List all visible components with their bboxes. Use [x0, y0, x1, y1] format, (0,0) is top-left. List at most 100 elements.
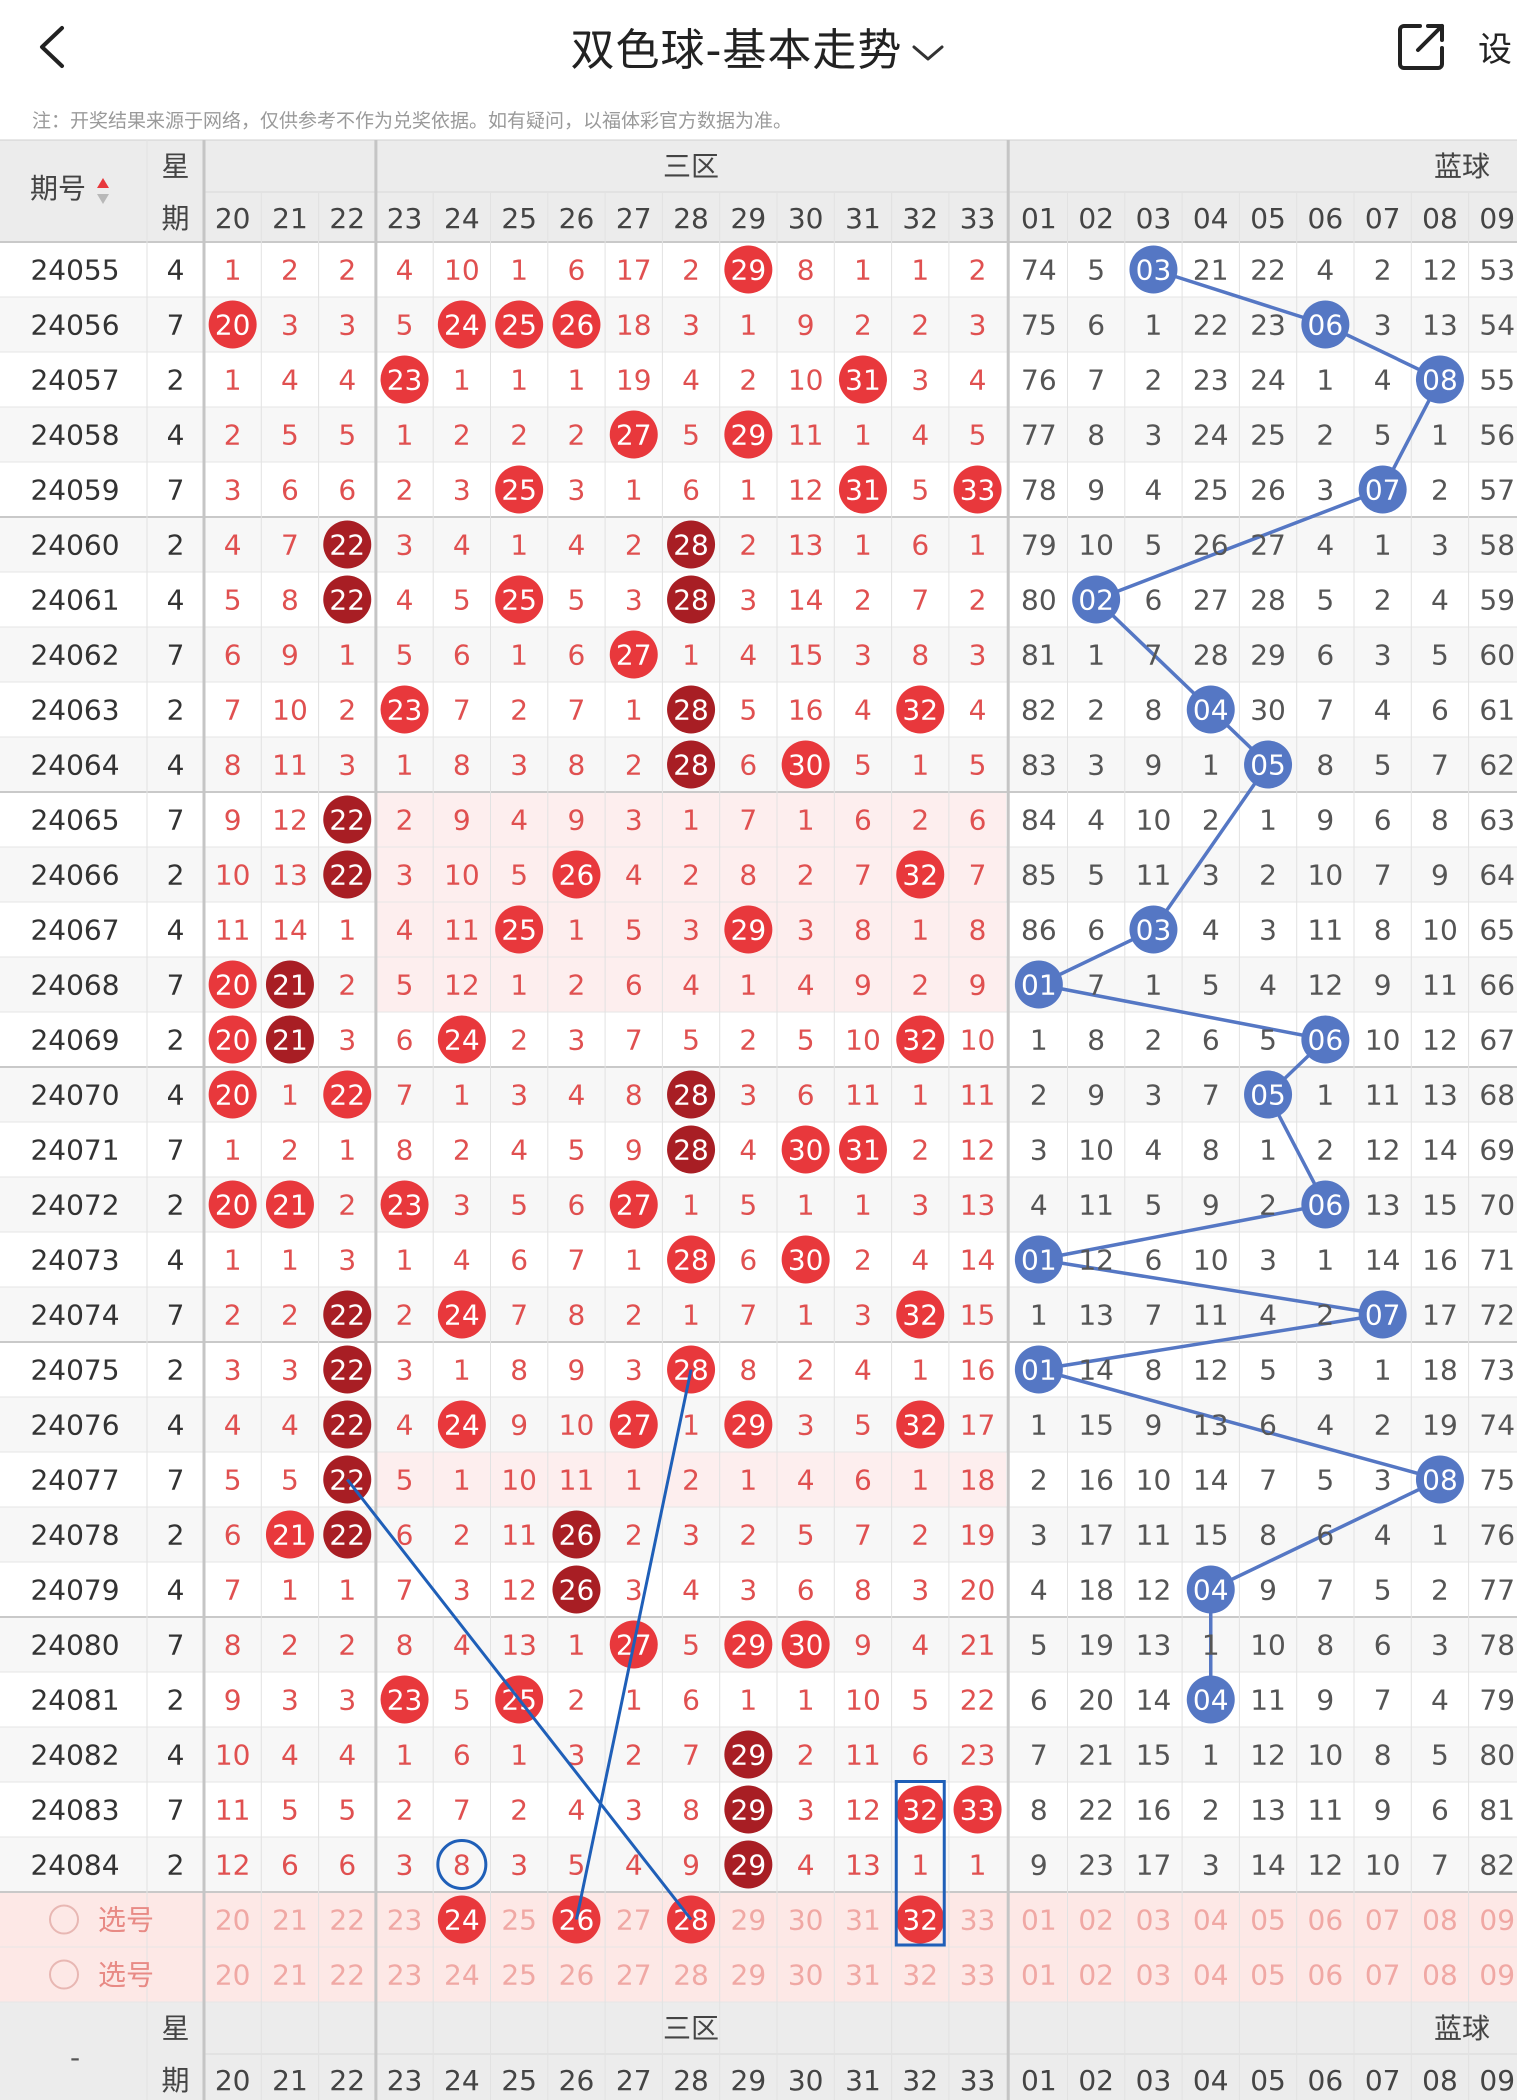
select-option[interactable]: 08 — [1422, 1904, 1458, 1937]
miss-count: 1 — [682, 1299, 700, 1332]
miss-count: 10 — [1136, 1464, 1172, 1497]
select-label[interactable]: 选号 — [98, 1904, 154, 1937]
weekday: 4 — [167, 584, 185, 617]
select-option[interactable]: 29 — [731, 1904, 767, 1937]
select-option[interactable]: 31 — [845, 1904, 881, 1937]
blue-ball-label: 蓝球 — [1434, 2012, 1490, 2045]
select-option[interactable]: 08 — [1422, 1959, 1458, 1992]
miss-count: 12 — [501, 1574, 537, 1607]
select-option[interactable]: 20 — [215, 1959, 251, 1992]
selected-ball[interactable] — [437, 1895, 486, 1944]
blue-ball — [1014, 1345, 1063, 1394]
select-option[interactable]: 02 — [1078, 1959, 1114, 1992]
select-option[interactable]: 03 — [1136, 1959, 1172, 1992]
selected-ball[interactable] — [896, 1895, 945, 1944]
select-option[interactable]: 04 — [1193, 1904, 1229, 1937]
annotation-circle — [436, 1839, 488, 1890]
select-option[interactable]: 32 — [902, 1959, 938, 1992]
miss-count: 2 — [911, 969, 929, 1002]
miss-count: 11 — [1308, 1794, 1344, 1827]
top-bar: 双色球-基本走势 设 — [0, 0, 1517, 96]
select-radio-icon[interactable] — [49, 1959, 79, 1990]
page-title-dropdown[interactable]: 双色球-基本走势 — [0, 14, 1517, 78]
select-option[interactable]: 31 — [845, 1959, 881, 1992]
select-option[interactable]: 20 — [215, 1904, 251, 1937]
miss-count: 1 — [396, 1244, 414, 1277]
select-option[interactable]: 22 — [329, 1959, 365, 1992]
select-option[interactable]: 23 — [387, 1904, 423, 1937]
blue-ball-number: 04 — [1193, 1684, 1229, 1717]
miss-count: 55 — [1479, 364, 1515, 397]
red-ball — [323, 850, 372, 899]
select-option[interactable]: 09 — [1479, 1904, 1515, 1937]
selected-ball-number[interactable]: 24 — [444, 1904, 480, 1937]
select-option[interactable]: 05 — [1250, 1959, 1286, 1992]
miss-count: 10 — [1308, 859, 1344, 892]
miss-count: 2 — [396, 804, 414, 837]
miss-count: 18 — [960, 1464, 996, 1497]
miss-count: 4 — [396, 584, 414, 617]
red-ball-number: 22 — [329, 859, 365, 892]
select-option[interactable]: 04 — [1193, 1959, 1229, 1992]
column-header: 21 — [272, 2064, 308, 2097]
issue-number: 24068 — [30, 969, 119, 1002]
column-header: 08 — [1422, 202, 1458, 235]
select-option[interactable]: 27 — [616, 1904, 652, 1937]
select-option[interactable]: 23 — [387, 1959, 423, 1992]
select-option[interactable]: 01 — [1021, 1959, 1057, 1992]
select-option[interactable]: 30 — [788, 1904, 824, 1937]
miss-count: 6 — [338, 474, 356, 507]
selected-ball-number[interactable]: 28 — [673, 1904, 709, 1937]
column-header: 29 — [731, 202, 767, 235]
select-label[interactable]: 选号 — [98, 1959, 154, 1992]
select-option[interactable]: 02 — [1078, 1904, 1114, 1937]
miss-count: 63 — [1479, 804, 1515, 837]
select-option[interactable]: 22 — [329, 1904, 365, 1937]
select-option[interactable]: 05 — [1250, 1904, 1286, 1937]
select-option[interactable]: 06 — [1308, 1959, 1344, 1992]
selected-ball-number[interactable]: 32 — [902, 1904, 938, 1937]
red-ball — [208, 300, 257, 349]
select-option[interactable]: 25 — [501, 1959, 537, 1992]
miss-count: 9 — [1145, 749, 1163, 782]
miss-count: 4 — [281, 1409, 299, 1442]
select-option[interactable]: 03 — [1136, 1904, 1172, 1937]
miss-count: 5 — [682, 419, 700, 452]
miss-count: 6 — [682, 1684, 700, 1717]
select-radio-icon[interactable] — [49, 1904, 79, 1935]
miss-count: 72 — [1479, 1299, 1515, 1332]
select-option[interactable]: 07 — [1365, 1904, 1401, 1937]
back-arrow-icon[interactable] — [28, 22, 76, 72]
red-ball — [667, 575, 716, 624]
miss-count: 6 — [568, 254, 586, 287]
select-option[interactable]: 28 — [673, 1959, 709, 1992]
select-option[interactable]: 06 — [1308, 1904, 1344, 1937]
select-option[interactable]: 33 — [960, 1959, 996, 1992]
share-icon[interactable] — [1394, 20, 1448, 74]
selected-ball-number[interactable]: 26 — [559, 1904, 595, 1937]
select-option[interactable]: 09 — [1479, 1959, 1515, 1992]
sort-desc-icon[interactable] — [97, 194, 109, 204]
select-option[interactable]: 30 — [788, 1959, 824, 1992]
issue-header[interactable]: 期号 — [30, 172, 86, 205]
select-option[interactable]: 01 — [1021, 1904, 1057, 1937]
select-option[interactable]: 27 — [616, 1959, 652, 1992]
select-option[interactable]: 21 — [272, 1959, 308, 1992]
select-option[interactable]: 29 — [731, 1959, 767, 1992]
miss-count: 3 — [1431, 1629, 1449, 1662]
select-option[interactable]: 07 — [1365, 1959, 1401, 1992]
select-option[interactable]: 26 — [559, 1959, 595, 1992]
sort-asc-icon[interactable] — [97, 178, 109, 188]
chevron-down-icon — [912, 45, 944, 61]
select-option[interactable]: 33 — [960, 1904, 996, 1937]
miss-count: 7 — [453, 1794, 471, 1827]
column-header: 06 — [1308, 202, 1344, 235]
issue-number: 24060 — [30, 529, 119, 562]
miss-count: 3 — [625, 1354, 643, 1387]
select-option[interactable]: 25 — [501, 1904, 537, 1937]
column-header: 29 — [731, 2064, 767, 2097]
miss-count: 10 — [1308, 1739, 1344, 1772]
settings-button[interactable]: 设 — [1478, 30, 1512, 70]
select-option[interactable]: 21 — [272, 1904, 308, 1937]
select-option[interactable]: 24 — [444, 1959, 480, 1992]
